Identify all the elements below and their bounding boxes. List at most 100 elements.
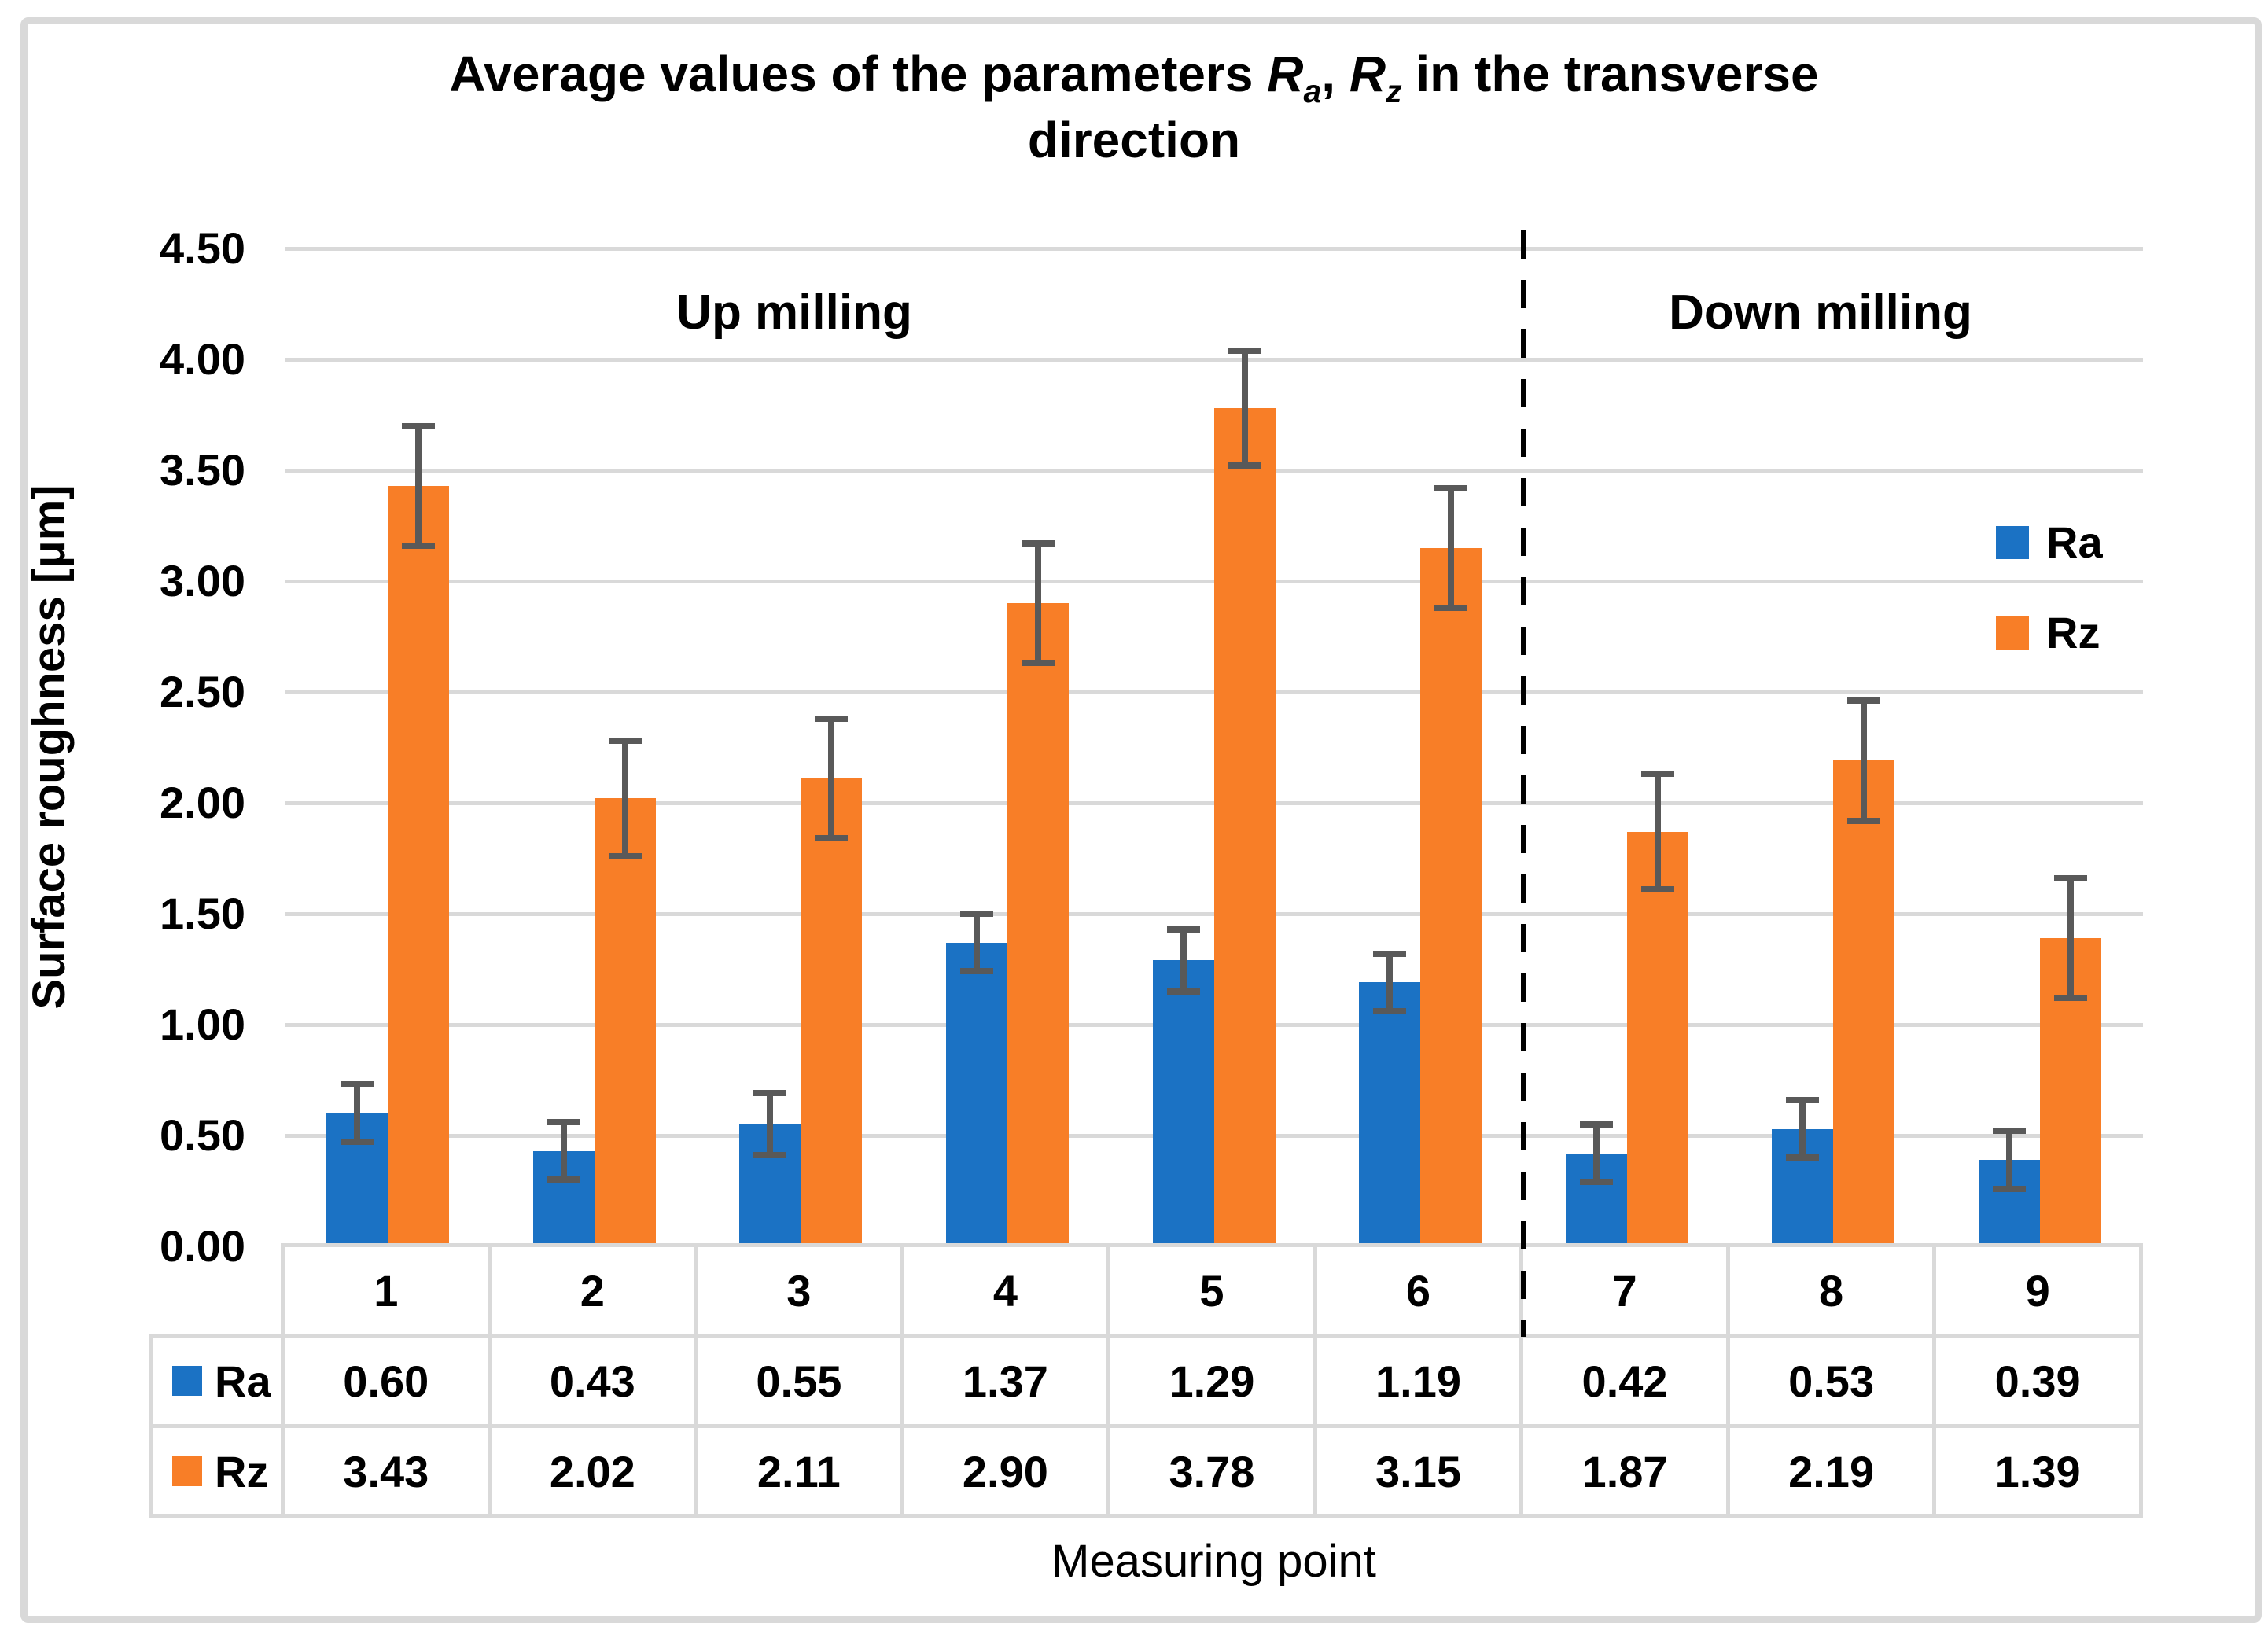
error-bar-line-Ra-3	[767, 1093, 774, 1156]
table-value-Rz-7: 1.87	[1519, 1424, 1730, 1518]
table-value-Ra-1: 0.60	[281, 1334, 492, 1428]
title-text-1: Average values of the parameters	[449, 46, 1268, 102]
error-bar-cap-top-Ra-8	[1786, 1096, 1820, 1103]
table-category-2: 2	[487, 1243, 698, 1338]
y-tick-label-0.50: 0.50	[160, 1110, 245, 1160]
error-bar-line-Ra-9	[2005, 1131, 2012, 1189]
error-bar-cap-bottom-Ra-3	[753, 1152, 787, 1159]
error-bar-cap-top-Rz-4	[1021, 540, 1055, 547]
title-sub-z: z	[1386, 72, 1402, 109]
error-bar-line-Ra-6	[1386, 953, 1394, 1012]
title-r-z: R	[1349, 46, 1386, 102]
table-value-Ra-2: 0.43	[487, 1334, 698, 1428]
table-value-Ra-5: 1.29	[1106, 1334, 1317, 1428]
error-bar-cap-bottom-Ra-9	[1992, 1185, 2026, 1192]
error-bar-cap-top-Rz-3	[815, 715, 849, 722]
error-bar-cap-bottom-Rz-8	[1847, 817, 1881, 824]
milling-divider-dashed-line	[1521, 230, 1526, 1337]
table-legend-key-Rz	[172, 1456, 202, 1486]
data-table: 1 2 3 4 5 6 7 8 9 Ra 0.60 0.43 0.55 1.37 1.29 1.19 0.42 0…	[149, 1243, 2143, 1518]
error-bar-cap-bottom-Rz-4	[1021, 660, 1055, 667]
table-category-4: 4	[900, 1243, 1111, 1338]
error-bar-cap-top-Ra-9	[1992, 1128, 2026, 1135]
table-value-Rz-8: 2.19	[1725, 1424, 1937, 1518]
error-bar-line-Ra-7	[1592, 1124, 1600, 1183]
table-value-Rz-5: 3.78	[1106, 1424, 1317, 1518]
table-value-Rz-6: 3.15	[1313, 1424, 1524, 1518]
table-corner-empty	[152, 1246, 283, 1336]
error-bar-cap-bottom-Rz-7	[1640, 885, 1674, 892]
error-bar-cap-top-Rz-9	[2053, 874, 2087, 881]
title-text-2: in the transverse	[1401, 46, 1819, 102]
y-axis-title: Surface roughness [μm]	[24, 484, 75, 1010]
error-bar-cap-bottom-Rz-2	[608, 852, 642, 859]
error-bar-line-Ra-1	[354, 1084, 361, 1143]
error-bar-cap-bottom-Rz-3	[815, 835, 849, 842]
error-bar-cap-bottom-Ra-7	[1579, 1179, 1613, 1186]
error-bar-cap-top-Rz-8	[1847, 697, 1881, 705]
error-bar-line-Rz-9	[2067, 878, 2074, 999]
legend-swatch-Ra	[1996, 526, 2029, 559]
bar-Rz-4	[1007, 603, 1069, 1246]
table-value-Ra-8: 0.53	[1725, 1334, 1937, 1428]
title-r-a: R	[1267, 46, 1304, 102]
error-bar-line-Rz-3	[828, 718, 835, 839]
bar-Rz-6	[1420, 547, 1482, 1246]
legend-item-Ra: Ra	[1996, 517, 2103, 568]
bar-Rz-5	[1213, 408, 1276, 1246]
table-value-Rz-4: 2.90	[900, 1424, 1111, 1518]
bar-Rz-2	[594, 798, 656, 1246]
bar-Ra-6	[1359, 982, 1421, 1246]
error-bar-cap-bottom-Ra-8	[1786, 1154, 1820, 1161]
error-bar-cap-top-Rz-2	[608, 738, 642, 745]
bar-Rz-7	[1626, 831, 1688, 1246]
table-series-name-Ra: Ra	[215, 1356, 271, 1406]
outer-frame	[20, 17, 2262, 1623]
gridline-4.50	[285, 247, 2143, 251]
table-value-Rz-3: 2.11	[694, 1424, 904, 1518]
y-tick-label-1.50: 1.50	[160, 889, 245, 938]
error-bar-line-Rz-8	[1861, 701, 1868, 821]
error-bar-cap-bottom-Ra-2	[547, 1176, 580, 1183]
y-tick-label-4.00: 4.00	[160, 334, 245, 384]
error-bar-cap-top-Ra-5	[1166, 926, 1200, 933]
error-bar-cap-bottom-Ra-5	[1166, 988, 1200, 995]
x-axis-title: Measuring point	[1051, 1536, 1376, 1587]
y-tick-label-2.00: 2.00	[160, 778, 245, 827]
table-category-3: 3	[694, 1243, 904, 1338]
table-category-1: 1	[281, 1243, 492, 1338]
legend-swatch-Rz	[1996, 616, 2029, 650]
y-tick-label-3.00: 3.00	[160, 556, 245, 605]
table-row-Ra: Ra 0.60 0.43 0.55 1.37 1.29 1.19 0.42 0.53 0.39	[149, 1334, 2143, 1428]
table-value-Rz-1: 3.43	[281, 1424, 492, 1518]
table-value-Rz-2: 2.02	[487, 1424, 698, 1518]
error-bar-cap-top-Rz-5	[1228, 347, 1261, 354]
error-bar-cap-bottom-Ra-6	[1373, 1008, 1407, 1015]
error-bar-cap-bottom-Rz-1	[402, 542, 436, 549]
error-bar-cap-top-Ra-1	[341, 1081, 374, 1088]
error-bar-cap-top-Rz-7	[1640, 771, 1674, 778]
bar-Ra-5	[1152, 960, 1214, 1246]
table-value-Ra-3: 0.55	[694, 1334, 904, 1428]
error-bar-cap-top-Ra-2	[547, 1119, 580, 1126]
bar-Rz-1	[388, 485, 450, 1246]
bar-Rz-3	[801, 778, 863, 1246]
error-bar-cap-bottom-Rz-5	[1228, 462, 1261, 469]
title-comma: ,	[1321, 46, 1349, 102]
chart-title: Average values of the parameters Ra, Rz …	[0, 41, 2268, 107]
y-tick-label-1.00: 1.00	[160, 999, 245, 1049]
error-bar-cap-top-Ra-3	[753, 1090, 787, 1097]
error-bar-line-Ra-5	[1180, 929, 1187, 992]
legend: Ra Rz	[1996, 517, 2103, 698]
error-bar-cap-top-Ra-4	[959, 911, 993, 917]
gridline-4.00	[285, 358, 2143, 362]
error-bar-cap-top-Rz-6	[1434, 484, 1468, 491]
error-bar-line-Ra-2	[560, 1122, 567, 1180]
error-bar-cap-bottom-Rz-6	[1434, 604, 1468, 611]
error-bar-cap-bottom-Ra-4	[959, 968, 993, 975]
error-bar-cap-top-Rz-1	[402, 422, 436, 429]
table-category-5: 5	[1106, 1243, 1317, 1338]
table-category-6: 6	[1313, 1243, 1524, 1338]
